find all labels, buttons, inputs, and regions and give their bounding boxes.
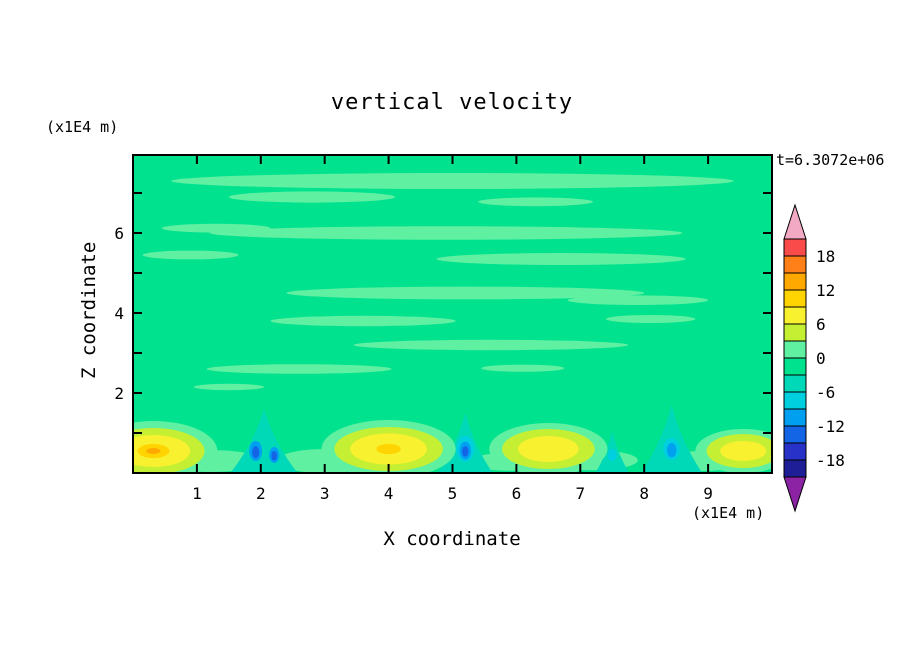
x-tick-label: 7 [575, 484, 585, 503]
streak-contour [161, 223, 271, 233]
colorbar-tick-label: -12 [816, 417, 845, 436]
streak-contour [171, 173, 734, 189]
colorbar-tick-label: -18 [816, 451, 845, 470]
axis-ticks [133, 155, 772, 473]
colorbar-segment [783, 238, 807, 257]
updraft-contour [720, 441, 767, 461]
contour-field [133, 155, 772, 473]
streak-contour [567, 295, 709, 305]
y-axis-title: Z coordinate [78, 241, 100, 379]
streak-contour [193, 383, 264, 391]
field-background [133, 155, 772, 473]
downdraft-spot [252, 446, 260, 459]
colorbar-segment [783, 289, 807, 308]
downdraft-spot [462, 446, 469, 457]
colorbar-segment [783, 425, 807, 444]
colorbar-tick-label: 12 [816, 281, 835, 300]
colorbar-segment [783, 323, 807, 342]
updraft-contour [376, 443, 401, 455]
streak-contour [142, 250, 239, 260]
chart-title: vertical velocity [330, 90, 574, 115]
streak-contour [270, 315, 456, 327]
x-tick-label: 4 [384, 484, 394, 503]
x-tick-label: 6 [512, 484, 522, 503]
x-tick-label: 5 [448, 484, 458, 503]
streak-contour [209, 226, 683, 240]
downdraft-spot [666, 443, 677, 458]
y-axis-unit-label: (x1E4 m) [46, 118, 119, 136]
streak-contour [206, 364, 392, 374]
streak-contour [436, 253, 686, 265]
streak-contour [286, 286, 645, 300]
colorbar-segment [783, 442, 807, 461]
colorbar-tick-label: 18 [816, 247, 835, 266]
contour-plot: 1 2 3 4 5 6 7 8 9 2 4 6 [114, 154, 773, 503]
colorbar-segment [783, 408, 807, 427]
streak-contour [481, 364, 565, 372]
colorbar-segment [783, 255, 807, 274]
x-tick-label: 8 [639, 484, 649, 503]
colorbar-tick-label: 0 [816, 349, 826, 368]
downdraft-spot [607, 449, 617, 461]
y-tick-label: 4 [114, 304, 124, 323]
colorbar-tick-label: -6 [816, 383, 835, 402]
streak-contour [605, 315, 696, 323]
x-tick-label: 1 [192, 484, 202, 503]
colorbar-under-cap [783, 476, 807, 513]
colorbar: 18 12 6 0 -6 -12 -18 [783, 203, 845, 513]
x-axis-title: X coordinate [383, 528, 521, 550]
downdraft-spot [271, 451, 278, 461]
y-tick-label: 2 [114, 384, 124, 403]
downdraft-funnel [230, 409, 298, 473]
colorbar-segment [783, 306, 807, 325]
updraft-contour [517, 436, 579, 462]
y-tick-label: 6 [114, 224, 124, 243]
x-axis-unit-label: (x1E4 m) [692, 504, 765, 522]
streak-contour [353, 339, 629, 351]
colorbar-segment [783, 357, 807, 376]
streak-contour [478, 197, 594, 207]
updraft-contour [146, 448, 161, 454]
streak-contour [228, 191, 395, 203]
colorbar-segment [783, 374, 807, 393]
colorbar-over-cap [783, 203, 807, 240]
colorbar-segment [783, 272, 807, 291]
x-tick-label: 2 [256, 484, 266, 503]
x-tick-label: 3 [320, 484, 330, 503]
colorbar-segment [783, 391, 807, 410]
colorbar-tick-label: 6 [816, 315, 826, 334]
time-annotation: t=6.3072e+06 [776, 151, 885, 169]
colorbar-segment [783, 459, 807, 478]
colorbar-segment [783, 340, 807, 359]
x-tick-label: 9 [703, 484, 713, 503]
